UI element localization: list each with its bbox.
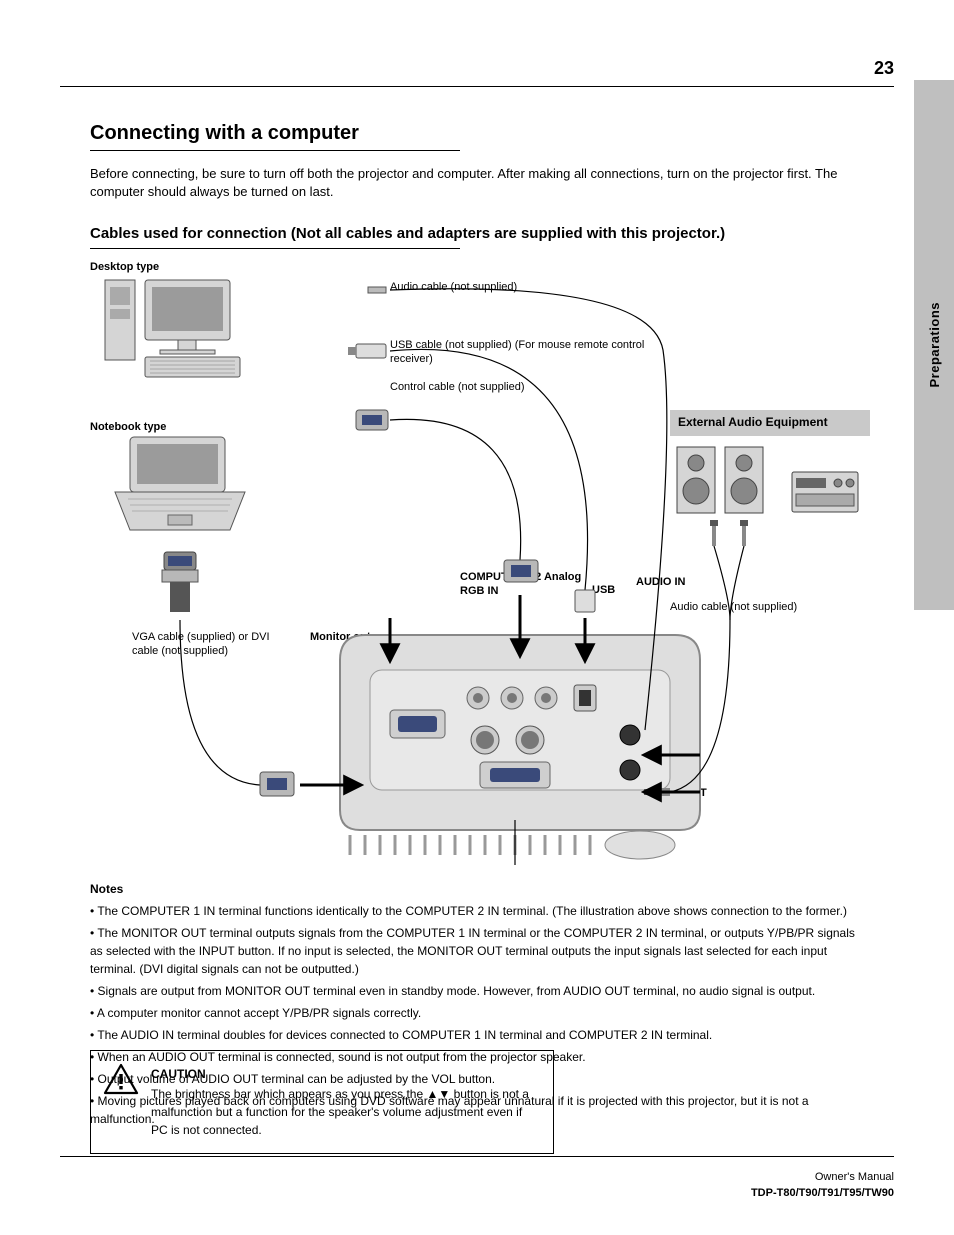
section-title: Connecting with a computer [90,122,359,145]
footer-model: TDP-T80/T90/T91/T95/TW90 [751,1187,894,1199]
cable-lines [90,260,870,880]
side-tab-label: Preparations [927,302,942,387]
caution-text: The brightness bar which appears as you … [151,1085,539,1139]
footer-owner: Owner's Manual [815,1171,894,1183]
note-3: • Signals are output from MONITOR OUT te… [90,982,864,1000]
cables-heading: Cables used for connection (Not all cabl… [90,225,725,242]
caution-title: CAUTION [151,1065,539,1083]
warning-icon [103,1063,139,1095]
connection-diagram: Desktop type Notebook type VGA cable (su… [90,260,870,880]
note-1: • The COMPUTER 1 IN terminal functions i… [90,902,864,920]
caution-box: CAUTION The brightness bar which appears… [90,1050,554,1154]
side-tab: Preparations [914,80,954,610]
cables-heading-underline [90,248,460,249]
note-5: • The AUDIO IN terminal doubles for devi… [90,1026,864,1044]
rule-bottom [60,1156,894,1157]
rule-top [60,86,894,87]
section-title-underline [90,150,460,151]
note-2: • The MONITOR OUT terminal outputs signa… [90,924,864,978]
page-number: 23 [874,58,894,79]
note-4: • A computer monitor cannot accept Y/PB/… [90,1004,864,1022]
notes-title: Notes [90,882,123,896]
intro-paragraph: Before connecting, be sure to turn off b… [90,165,864,201]
